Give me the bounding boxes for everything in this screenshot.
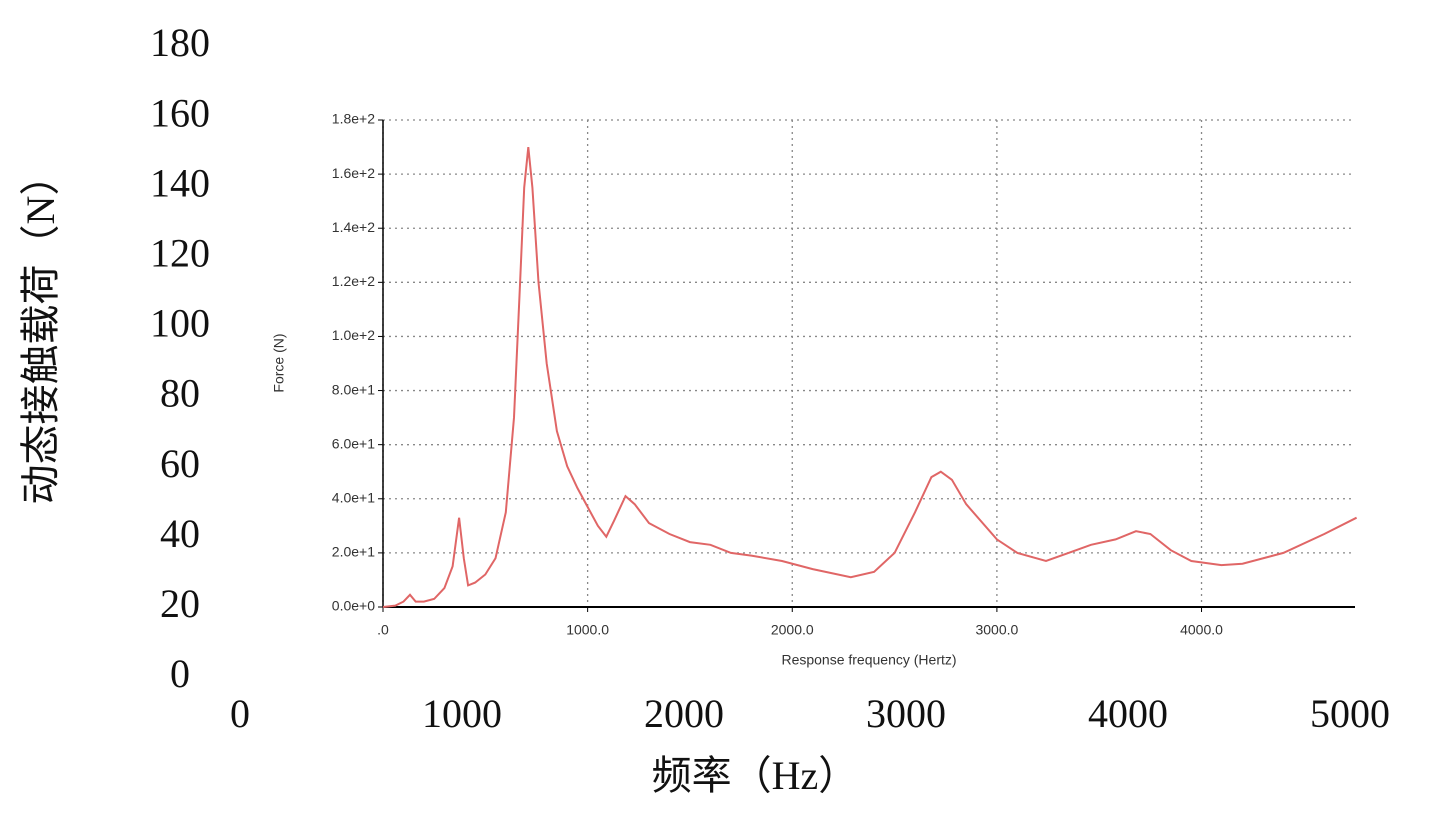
x-tick-label: 2000.0 — [771, 622, 814, 638]
y-tick-label: 6.0e+1 — [332, 435, 375, 451]
outer-x-tick-label: 5000 — [1310, 691, 1390, 736]
line — [382, 146, 1358, 608]
outer-x-tick-label: 0 — [230, 691, 250, 736]
x-tick-label: 1000.0 — [566, 622, 609, 638]
outer-y-label: 动态接触载荷（N） — [18, 156, 63, 505]
outer-y-tick-label: 0 — [170, 651, 190, 696]
x-tick-label: .0 — [377, 622, 389, 638]
outer-y-tick-label: 40 — [160, 511, 200, 556]
outer-y-tick-label: 180 — [150, 20, 210, 65]
y-tick-label: 8.0e+1 — [332, 381, 375, 397]
y-tick-label: 4.0e+1 — [332, 489, 375, 505]
outer-y-tick-label: 120 — [150, 231, 210, 276]
y-tick-label: 0.0e+0 — [332, 598, 375, 614]
y-tick-label: 2.0e+1 — [332, 544, 375, 560]
outer-x-tick-label: 3000 — [866, 691, 946, 736]
outer-x-tick-label: 1000 — [422, 691, 502, 736]
y-tick-label: 1.4e+2 — [332, 219, 375, 235]
outer-y-tick-label: 80 — [160, 371, 200, 416]
outer-y-tick-label: 140 — [150, 160, 210, 205]
outer-x-tick-label: 2000 — [644, 691, 724, 736]
y-tick-label: 1.8e+2 — [332, 111, 375, 127]
outer-y-tick-label: 100 — [150, 301, 210, 346]
outer-x-label: 频率（Hz） — [652, 753, 859, 798]
y-tick-label: 1.2e+2 — [332, 273, 375, 289]
outer-y-tick-label: 20 — [160, 581, 200, 626]
y-tick-label: 1.6e+2 — [332, 165, 375, 181]
outer-y-tick-label: 160 — [150, 90, 210, 135]
inner-x-label: Response frequency (Hertz) — [781, 652, 956, 668]
outer-x-tick-label: 4000 — [1088, 691, 1168, 736]
y-tick-label: 1.0e+2 — [332, 327, 375, 343]
outer-y-tick-label: 60 — [160, 441, 200, 486]
x-tick-label: 3000.0 — [975, 622, 1018, 638]
x-tick-label: 4000.0 — [1180, 622, 1223, 638]
inner-y-label: Force (N) — [271, 333, 287, 392]
